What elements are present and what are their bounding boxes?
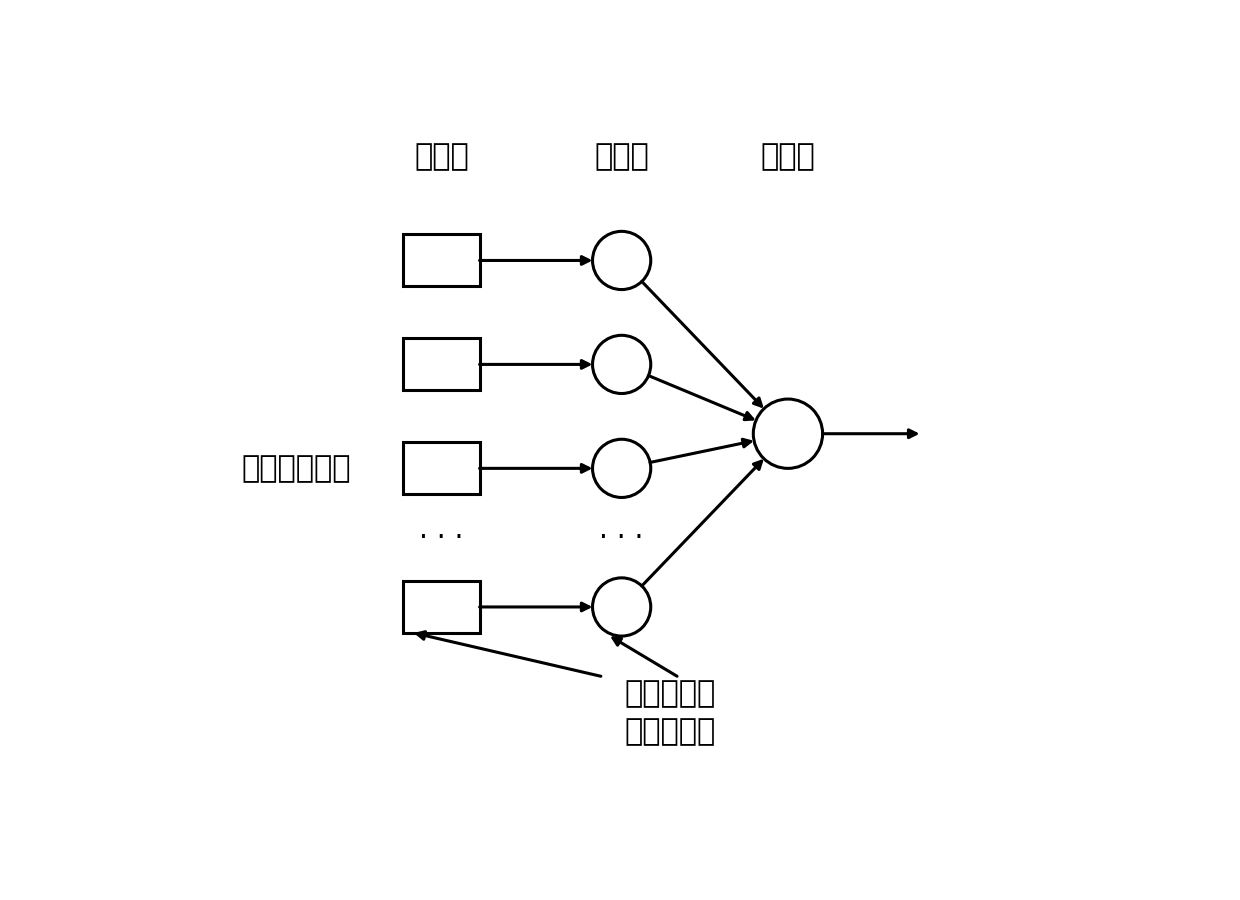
Text: 整连接权重: 整连接权重 bbox=[625, 717, 715, 746]
FancyBboxPatch shape bbox=[403, 581, 480, 633]
FancyBboxPatch shape bbox=[403, 235, 480, 286]
Text: 隐含层: 隐含层 bbox=[594, 142, 649, 171]
Text: · · ·: · · · bbox=[419, 524, 464, 552]
Text: 通过训练调: 通过训练调 bbox=[625, 680, 715, 708]
Circle shape bbox=[593, 439, 651, 498]
FancyBboxPatch shape bbox=[403, 338, 480, 391]
FancyBboxPatch shape bbox=[403, 443, 480, 494]
Text: · · ·: · · · bbox=[599, 524, 644, 552]
Text: 输出层: 输出层 bbox=[760, 142, 816, 171]
Text: 输入层: 输入层 bbox=[414, 142, 469, 171]
Circle shape bbox=[593, 231, 651, 290]
Circle shape bbox=[754, 399, 822, 468]
Circle shape bbox=[593, 336, 651, 393]
Text: 神经网络输入: 神经网络输入 bbox=[241, 454, 351, 483]
Circle shape bbox=[593, 578, 651, 636]
